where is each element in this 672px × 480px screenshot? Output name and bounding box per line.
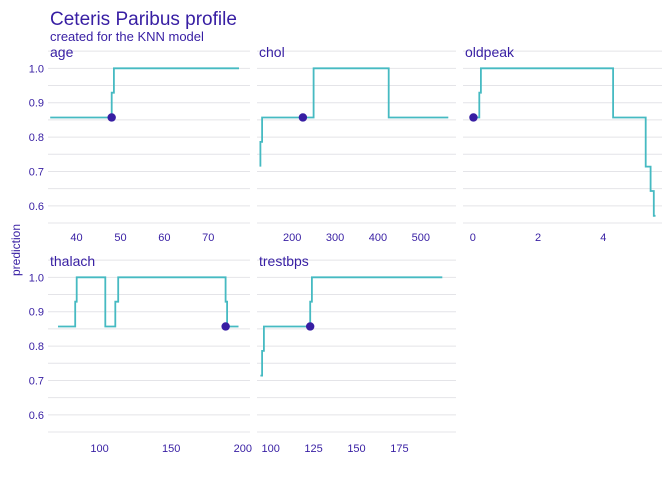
x-tick-label: 500	[412, 232, 430, 244]
profile-line-chol	[259, 67, 449, 167]
x-tick-label: 4	[600, 232, 606, 244]
y-tick-label: 1.0	[29, 63, 44, 75]
y-tick-label: 0.6	[29, 410, 44, 422]
y-tick-label: 0.9	[29, 98, 44, 110]
x-tick-label: 40	[70, 232, 82, 244]
panel-label-thalach: thalach	[50, 253, 95, 269]
y-tick-label: 0.8	[29, 341, 44, 353]
x-tick-label: 200	[283, 232, 301, 244]
x-tick-label: 60	[158, 232, 170, 244]
x-tick-label: 70	[202, 232, 214, 244]
y-tick-label: 0.7	[29, 166, 44, 178]
panel-label-chol: chol	[259, 44, 285, 60]
y-tick-label: 0.8	[29, 132, 44, 144]
x-tick-label: 100	[90, 443, 108, 455]
panel-label-oldpeak: oldpeak	[465, 44, 515, 60]
x-tick-label: 150	[347, 443, 365, 455]
panel-age: age 0.6 0.7 0.8 0.9 1.0 40 50 60 70	[29, 44, 250, 244]
x-tick-label: 150	[162, 443, 180, 455]
x-tick-label: 175	[390, 443, 408, 455]
y-axis-label: prediction	[9, 224, 23, 276]
y-tick-label: 0.9	[29, 307, 44, 319]
chart-title: Ceteris Paribus profile	[50, 9, 237, 30]
x-tick-label: 50	[114, 232, 126, 244]
y-tick-label: 1.0	[29, 272, 44, 284]
panel-label-trestbps: trestbps	[259, 253, 309, 269]
profile-line-trestbps	[260, 276, 443, 377]
y-tick-label: 0.7	[29, 375, 44, 387]
x-tick-label: 2	[535, 232, 541, 244]
chart-subtitle: created for the KNN model	[50, 29, 204, 44]
profile-line-oldpeak	[472, 67, 656, 217]
panel-trestbps: trestbps 100 125 150 175	[257, 253, 456, 455]
x-tick-label: 200	[234, 443, 252, 455]
y-tick-label: 0.6	[29, 201, 44, 213]
profile-line-age	[50, 67, 239, 119]
panel-chol: chol 200 300 400 500	[257, 44, 456, 244]
profile-line-thalach	[58, 276, 239, 328]
observation-point-thalach	[221, 322, 230, 331]
observation-point-chol	[298, 113, 308, 122]
x-tick-label: 0	[470, 232, 476, 244]
observation-point-trestbps	[305, 322, 315, 331]
observation-point-oldpeak	[469, 113, 478, 122]
x-tick-label: 400	[369, 232, 387, 244]
panel-thalach: thalach 0.6 0.7 0.8 0.9 1.0 100 150 200	[29, 253, 252, 455]
x-tick-label: 100	[262, 443, 280, 455]
observation-point-age	[107, 113, 116, 122]
x-tick-label: 125	[304, 443, 322, 455]
panel-oldpeak: oldpeak 0 2 4	[463, 44, 662, 244]
panel-label-age: age	[50, 44, 74, 60]
x-tick-label: 300	[326, 232, 344, 244]
